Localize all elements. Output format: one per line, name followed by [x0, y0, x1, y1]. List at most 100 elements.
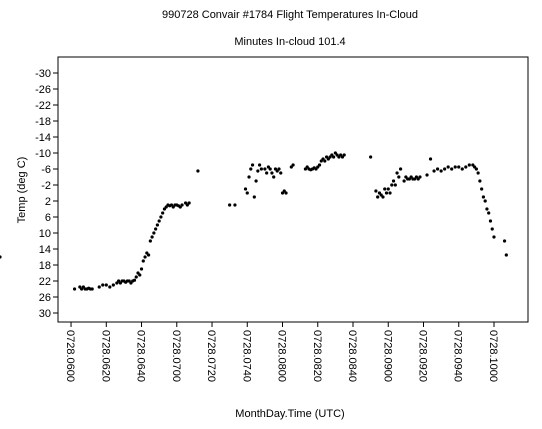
data-point: [383, 187, 387, 191]
y-tick-label: 18: [39, 260, 51, 272]
data-point: [342, 153, 346, 157]
data-point: [464, 165, 468, 169]
y-tick-label: 6: [45, 212, 51, 224]
x-axis-label: MonthDay.Time (UTC): [235, 408, 344, 420]
data-point: [250, 163, 255, 167]
data-point: [90, 287, 94, 291]
y-tick-label: -30: [35, 68, 51, 80]
data-point: [154, 227, 158, 231]
data-point: [504, 253, 508, 257]
x-tick-label: 0728.0940: [452, 330, 464, 382]
data-point: [485, 207, 489, 211]
data-point: [161, 211, 165, 215]
x-tick-label: 0728.1000: [487, 330, 499, 382]
data-point: [180, 203, 184, 207]
data-point: [272, 175, 276, 179]
x-tick-label: 0728.0620: [99, 330, 111, 382]
data-point: [72, 287, 77, 291]
data-point: [483, 199, 487, 203]
data-point: [155, 223, 159, 227]
data-point: [390, 183, 394, 187]
data-point: [101, 283, 105, 287]
data-point: [139, 267, 144, 271]
data-point: [138, 273, 142, 277]
y-tick-label: -14: [35, 132, 51, 144]
data-point: [134, 275, 138, 279]
data-point: [279, 171, 283, 175]
data-point: [393, 183, 397, 187]
data-point: [265, 171, 269, 175]
data-point: [428, 157, 433, 161]
data-point: [252, 195, 256, 199]
data-point: [395, 171, 399, 175]
data-point: [502, 239, 507, 243]
data-point: [402, 179, 406, 183]
y-tick-label: 2: [45, 196, 51, 208]
data-point: [254, 179, 258, 183]
data-point: [453, 165, 457, 169]
data-point: [249, 167, 253, 171]
data-point: [104, 283, 108, 287]
data-point: [159, 215, 163, 219]
data-point: [196, 169, 200, 173]
data-point: [374, 189, 378, 193]
data-point: [111, 283, 115, 287]
data-point: [256, 169, 260, 173]
y-tick-label: 30: [39, 308, 51, 320]
y-tick-label: -10: [35, 148, 51, 160]
x-tick-label: 0728.0900: [381, 330, 393, 382]
plot-frame: [57, 56, 529, 323]
y-tick-label: -26: [35, 84, 51, 96]
data-point: [439, 169, 443, 173]
data-point: [457, 165, 461, 169]
y-tick-label: -22: [35, 100, 51, 112]
data-point: [291, 163, 295, 167]
data-point: [381, 195, 385, 199]
data-point: [391, 179, 396, 183]
data-point: [245, 191, 249, 195]
data-point: [481, 195, 486, 199]
data-point: [443, 167, 447, 171]
data-point: [132, 278, 137, 282]
data-point: [476, 171, 480, 175]
data-point: [397, 175, 401, 179]
data-point: [243, 187, 248, 191]
data-point: [425, 173, 429, 177]
data-point: [386, 187, 390, 191]
data-point: [108, 285, 112, 289]
x-tick-label: 0728.0920: [416, 330, 428, 382]
y-axis-label: Temp (deg C): [16, 157, 28, 224]
data-point: [228, 203, 232, 207]
data-point: [263, 167, 267, 171]
data-point: [460, 167, 464, 171]
y-tick-label: 10: [39, 228, 51, 240]
data-point: [467, 163, 471, 167]
data-point: [187, 201, 191, 205]
x-tick-label: 0728.0800: [276, 330, 288, 382]
data-point: [284, 191, 288, 195]
y-tick-label: 26: [39, 292, 51, 304]
data-point: [148, 239, 152, 243]
data-point: [488, 219, 493, 223]
data-point: [376, 195, 380, 199]
data-point: [247, 175, 251, 179]
y-tick-label: 14: [39, 244, 51, 256]
chart-title: 990728 Convair #1784 Flight Temperatures…: [162, 9, 418, 21]
data-point: [388, 191, 392, 195]
x-tick-label: 0728.0720: [205, 330, 217, 382]
data-point: [480, 187, 484, 191]
data-point: [146, 253, 151, 257]
data-point: [446, 165, 450, 169]
data-point: [369, 155, 373, 159]
data-point: [152, 231, 156, 235]
data-point: [398, 167, 403, 171]
data-point: [384, 191, 389, 195]
data-point: [97, 285, 101, 289]
x-tick-label: 0728.0740: [240, 330, 252, 382]
data-point: [259, 167, 263, 171]
data-point: [435, 167, 440, 171]
data-point: [492, 235, 496, 239]
data-point: [474, 167, 478, 171]
data-point: [432, 169, 436, 173]
